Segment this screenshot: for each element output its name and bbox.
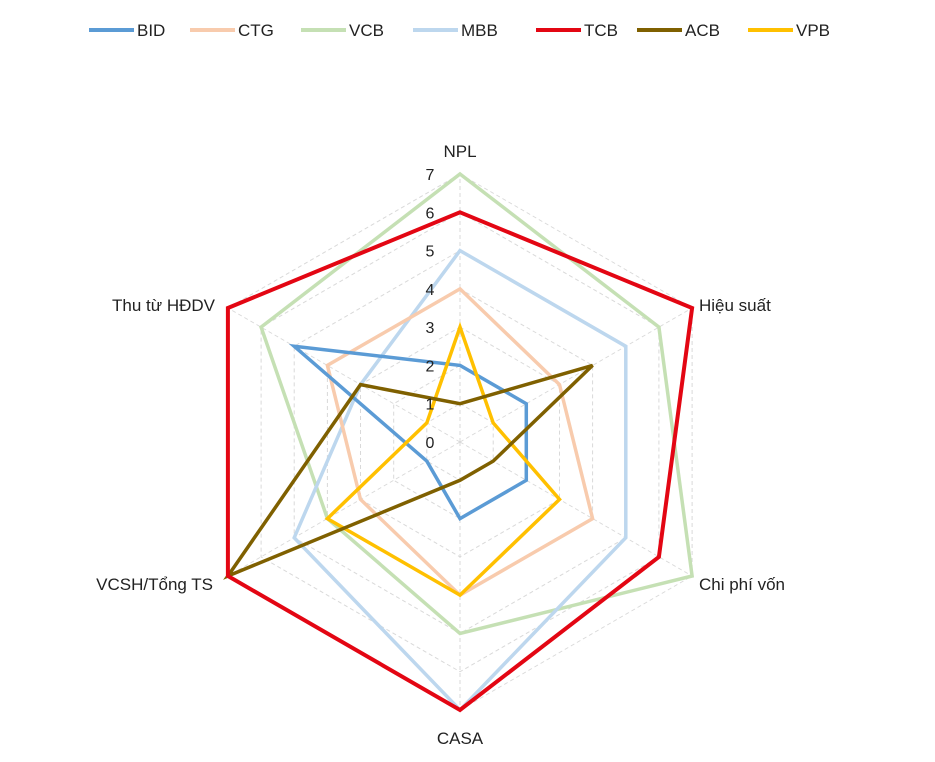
axis-label: Chi phí vốn <box>699 575 785 594</box>
axis-label: Thu từ HĐDV <box>112 296 216 315</box>
series-line-bid <box>288 343 529 521</box>
legend-label-acb: ACB <box>685 21 720 40</box>
legend-label-vpb: VPB <box>796 21 830 40</box>
tick-label: 3 <box>426 320 435 337</box>
tick-label: 5 <box>426 244 435 261</box>
tick-label: 6 <box>426 205 435 222</box>
grid-spoke <box>459 307 693 443</box>
tick-label: 2 <box>426 358 435 375</box>
radial-ticks: 0 1 2 3 4 5 6 7 <box>426 167 435 452</box>
series-line-vcb <box>259 171 695 636</box>
radar-grid <box>227 173 693 711</box>
grid-spoke <box>227 441 461 577</box>
legend: BID CTG VCB MBB TCB ACB VPB <box>89 21 830 40</box>
legend-label-vcb: VCB <box>349 21 384 40</box>
series-line-tcb <box>225 210 695 713</box>
axis-label: VCSH/Tổng TS <box>96 575 213 594</box>
legend-label-mbb: MBB <box>461 21 498 40</box>
grid-spoke <box>459 441 693 577</box>
legend-label-ctg: CTG <box>238 21 274 40</box>
tick-label: 0 <box>426 435 435 452</box>
grid-spoke <box>227 307 461 443</box>
tick-label: 4 <box>426 282 435 299</box>
axis-label: Hiệu suất <box>699 296 771 315</box>
tick-label: 1 <box>426 397 435 414</box>
axis-labels: NPL Hiệu suất Chi phí vốn CASA VCSH/Tổng TS T… <box>96 142 785 748</box>
legend-label-tcb: TCB <box>584 21 618 40</box>
legend-label-bid: BID <box>137 21 165 40</box>
series-line-vpb <box>324 321 562 598</box>
axis-label: CASA <box>437 729 484 748</box>
series-line-acb <box>223 363 594 580</box>
series-layer <box>223 171 695 713</box>
axis-label: NPL <box>443 142 476 161</box>
tick-label: 7 <box>426 167 435 184</box>
